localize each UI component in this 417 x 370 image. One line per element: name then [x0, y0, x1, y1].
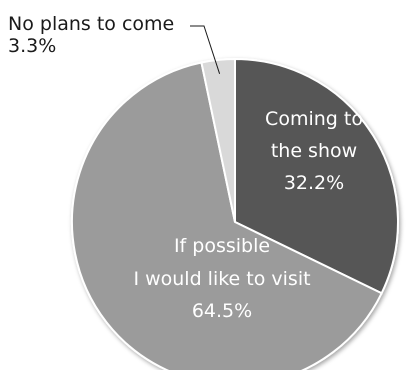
- slice-3-value-label: 3.3%: [8, 35, 56, 57]
- pie-slice-2: [71, 61, 383, 370]
- slice-1-label-line-1: Coming to: [265, 108, 363, 130]
- slice-1-label-line-2: the show: [271, 140, 357, 162]
- pie-slice-3: [200, 57, 236, 223]
- slice-2-value-label: 64.5%: [192, 300, 252, 322]
- pie-slice-1: [234, 57, 399, 295]
- pie-labels: Coming to the show 32.2% If possible I would…: [8, 13, 363, 322]
- slice-3-leader-line: [190, 25, 221, 74]
- pie-slices: [71, 57, 399, 370]
- slice-3-label: No plans to come: [8, 13, 174, 35]
- slice-2-label-line-1: If possible: [174, 235, 270, 257]
- slice-1-value-label: 32.2%: [284, 172, 344, 194]
- slice-2-label-line-2: I would like to visit: [133, 268, 310, 290]
